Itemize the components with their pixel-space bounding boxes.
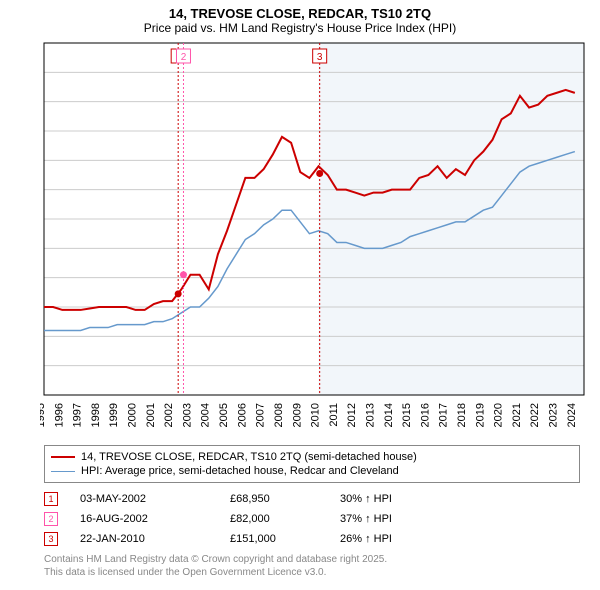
svg-text:2005: 2005 — [218, 403, 230, 427]
svg-text:2018: 2018 — [456, 403, 468, 427]
svg-text:2015: 2015 — [401, 403, 413, 427]
sale-date: 03-MAY-2002 — [80, 493, 230, 505]
svg-text:1999: 1999 — [108, 403, 120, 427]
svg-text:3: 3 — [317, 52, 323, 63]
sale-marker: 3 — [44, 532, 58, 546]
svg-text:2007: 2007 — [255, 403, 267, 427]
chart-title: 14, TREVOSE CLOSE, REDCAR, TS10 2TQ — [0, 0, 600, 21]
sale-marker: 1 — [44, 492, 58, 506]
legend: 14, TREVOSE CLOSE, REDCAR, TS10 2TQ (sem… — [44, 445, 580, 483]
sale-date: 16-AUG-2002 — [80, 513, 230, 525]
svg-text:2014: 2014 — [383, 403, 395, 427]
legend-label: HPI: Average price, semi-detached house,… — [81, 465, 399, 477]
sales-table: 1 03-MAY-2002£68,95030% ↑ HPI 2 16-AUG-2002… — [44, 489, 580, 549]
legend-swatch — [51, 471, 75, 472]
svg-text:2006: 2006 — [236, 403, 248, 427]
svg-text:2011: 2011 — [328, 403, 340, 427]
sale-pct: 26% ↑ HPI — [340, 533, 440, 545]
sale-marker: 2 — [44, 512, 58, 526]
svg-text:2010: 2010 — [310, 403, 322, 427]
svg-text:1996: 1996 — [53, 403, 65, 427]
footer-line-2: This data is licensed under the Open Gov… — [44, 566, 580, 579]
svg-text:2003: 2003 — [181, 403, 193, 427]
svg-text:2019: 2019 — [474, 403, 486, 427]
sale-row: 2 16-AUG-2002£82,00037% ↑ HPI — [44, 509, 580, 529]
svg-text:1995: 1995 — [40, 403, 47, 427]
svg-text:2008: 2008 — [273, 403, 285, 427]
svg-text:2024: 2024 — [566, 403, 578, 427]
svg-text:2004: 2004 — [200, 403, 212, 427]
svg-text:2016: 2016 — [419, 403, 431, 427]
svg-text:2017: 2017 — [438, 403, 450, 427]
svg-text:1998: 1998 — [90, 403, 102, 427]
svg-text:2009: 2009 — [291, 403, 303, 427]
svg-text:2002: 2002 — [163, 403, 175, 427]
sale-price: £82,000 — [230, 513, 340, 525]
chart-subtitle: Price paid vs. HM Land Registry's House … — [0, 21, 600, 39]
svg-text:2: 2 — [181, 52, 187, 63]
sale-price: £68,950 — [230, 493, 340, 505]
svg-text:2012: 2012 — [346, 403, 358, 427]
legend-label: 14, TREVOSE CLOSE, REDCAR, TS10 2TQ (sem… — [81, 451, 417, 463]
svg-text:2021: 2021 — [511, 403, 523, 427]
sale-pct: 30% ↑ HPI — [340, 493, 440, 505]
svg-text:2022: 2022 — [529, 403, 541, 427]
sale-pct: 37% ↑ HPI — [340, 513, 440, 525]
legend-row: 14, TREVOSE CLOSE, REDCAR, TS10 2TQ (sem… — [51, 450, 573, 464]
svg-text:2001: 2001 — [145, 403, 157, 427]
footer-line-1: Contains HM Land Registry data © Crown c… — [44, 553, 580, 566]
legend-swatch — [51, 456, 75, 458]
sale-row: 1 03-MAY-2002£68,95030% ↑ HPI — [44, 489, 580, 509]
svg-text:1997: 1997 — [72, 403, 84, 427]
chart-plot: £0£20K£40K£60K£80K£100K£120K£140K£160K£1… — [40, 39, 590, 439]
attribution: Contains HM Land Registry data © Crown c… — [44, 553, 580, 579]
sale-price: £151,000 — [230, 533, 340, 545]
sale-row: 3 22-JAN-2010£151,00026% ↑ HPI — [44, 529, 580, 549]
svg-text:2000: 2000 — [127, 403, 139, 427]
legend-row: HPI: Average price, semi-detached house,… — [51, 464, 573, 478]
sale-date: 22-JAN-2010 — [80, 533, 230, 545]
chart-container: 14, TREVOSE CLOSE, REDCAR, TS10 2TQ Pric… — [0, 0, 600, 579]
svg-text:2020: 2020 — [493, 403, 505, 427]
svg-text:2023: 2023 — [548, 403, 560, 427]
svg-text:2013: 2013 — [364, 403, 376, 427]
